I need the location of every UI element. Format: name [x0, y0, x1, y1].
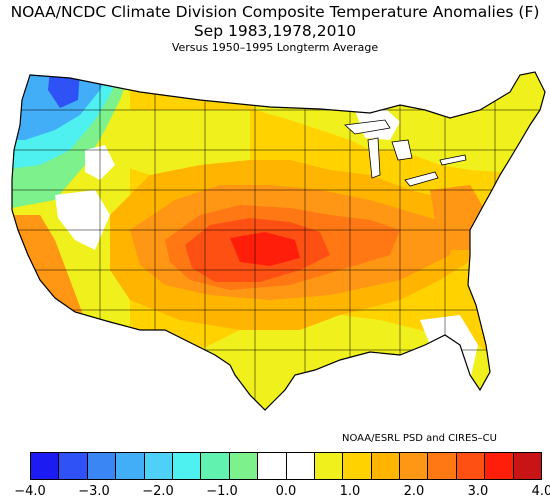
- colorbar-tick-label: −2.0: [142, 484, 174, 499]
- colorbar-tick-label: −4.0: [14, 484, 46, 499]
- colorbar-cell: [87, 453, 117, 479]
- colorbar-tick-label: 3.0: [467, 484, 489, 499]
- great-lakes: [344, 119, 467, 187]
- map-subtitle-baseline: Versus 1950–1995 Longterm Average: [171, 41, 379, 54]
- map-subtitle-years: Sep 1983,1978,2010: [193, 22, 357, 40]
- colorbar-tick-labels: −4.0 −3.0 −2.0 −1.0 0.0 1.0 2.0 3.0 4.0: [0, 484, 550, 500]
- colorbar-cell: [31, 453, 60, 479]
- colorbar-cell: [116, 453, 145, 479]
- colorbar-cell: [258, 453, 287, 479]
- colorbar-tick-label: 2.0: [403, 484, 425, 499]
- colorbar-tick-label: 0.0: [275, 484, 297, 499]
- colorbar-cell: [343, 453, 372, 479]
- colorbar-cell: [286, 453, 315, 479]
- map-title: NOAA/NCDC Climate Division Composite Tem…: [10, 3, 540, 21]
- anomaly-fill: [12, 72, 545, 410]
- colorbar-cell: [428, 453, 457, 479]
- colorbar-cell: [314, 453, 344, 479]
- colorbar-cell: [400, 453, 429, 479]
- colorbar-tick-label: −3.0: [78, 484, 110, 499]
- colorbar-cell: [371, 453, 401, 479]
- colorbar-cell: [201, 453, 230, 479]
- colorbar-cell: [172, 453, 202, 479]
- colorbar-tick-label: −1.0: [206, 484, 238, 499]
- colorbar-cell: [456, 453, 486, 479]
- colorbar-cell: [229, 453, 259, 479]
- colorbar-tick-label: 1.0: [339, 484, 361, 499]
- colorbar-tick-label: 4.0: [531, 484, 550, 499]
- colorbar-cell: [485, 453, 514, 479]
- us-anomaly-map: [11, 71, 546, 411]
- us-outline: [11, 71, 546, 411]
- data-source-credit: NOAA/ESRL PSD and CIRES–CU: [342, 433, 497, 444]
- colorbar-cell: [59, 453, 88, 479]
- colorbar: [30, 452, 542, 480]
- colorbar-cell: [144, 453, 173, 479]
- colorbar-cell: [513, 453, 542, 479]
